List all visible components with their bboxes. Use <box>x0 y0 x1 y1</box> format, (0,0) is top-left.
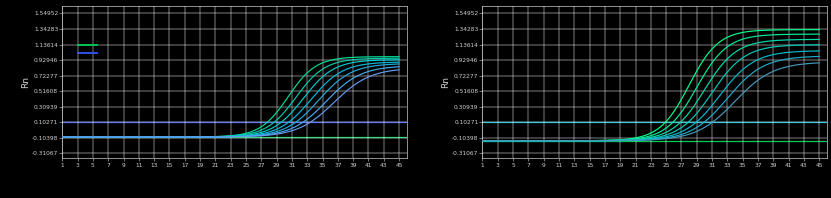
Y-axis label: Rn: Rn <box>22 76 31 88</box>
Y-axis label: Rn: Rn <box>441 76 450 88</box>
